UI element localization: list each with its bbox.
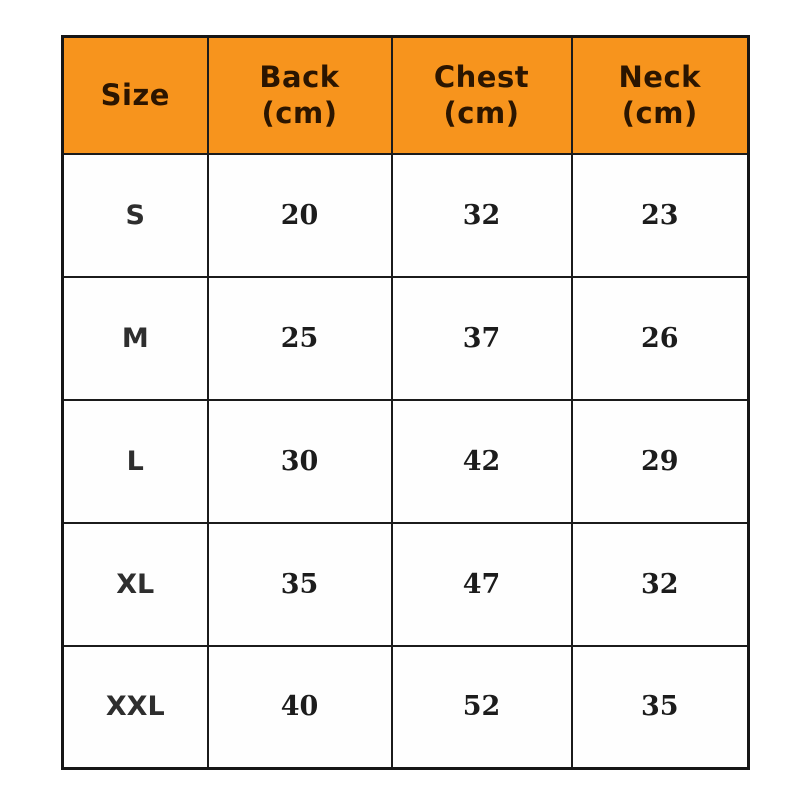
neck-value: 26 [570,275,750,401]
neck-value: 29 [570,398,750,524]
back-value: 35 [206,521,393,647]
back-value: 25 [206,275,393,401]
column-header-back: Back (cm) [206,35,393,155]
size-label: L [61,398,209,524]
chest-value: 42 [390,398,573,524]
table-row-xxl: XXL 40 52 35 [61,644,750,770]
column-header-back-unit: (cm) [261,96,338,131]
chest-value: 32 [390,152,573,278]
column-header-chest: Chest (cm) [390,35,573,155]
column-header-neck-label: Neck [618,60,701,94]
column-header-size-label: Size [100,78,170,113]
table-row-xl: XL 35 47 32 [61,521,750,647]
header-row: Size Back (cm) Chest (cm) Neck (cm) [61,35,750,155]
back-value: 30 [206,398,393,524]
table-row-l: L 30 42 29 [61,398,750,524]
neck-value: 35 [570,644,750,770]
size-label: S [61,152,209,278]
size-label: XXL [61,644,209,770]
column-header-chest-label: Chest [433,60,530,94]
table-row-m: M 25 37 26 [61,275,750,401]
neck-value: 23 [570,152,750,278]
size-label: M [61,275,209,401]
column-header-chest-unit: (cm) [443,96,520,131]
chest-value: 52 [390,644,573,770]
column-header-neck: Neck (cm) [570,35,750,155]
chest-value: 37 [390,275,573,401]
chest-value: 47 [390,521,573,647]
column-header-back-label: Back [259,60,340,94]
back-value: 40 [206,644,393,770]
table-row-s: S 20 32 23 [61,152,750,278]
column-header-size: Size [61,35,209,155]
size-chart-table: Size Back (cm) Chest (cm) Neck (cm) S 20 32… [61,35,750,770]
size-label: XL [61,521,209,647]
back-value: 20 [206,152,393,278]
neck-value: 32 [570,521,750,647]
column-header-neck-unit: (cm) [621,96,698,131]
